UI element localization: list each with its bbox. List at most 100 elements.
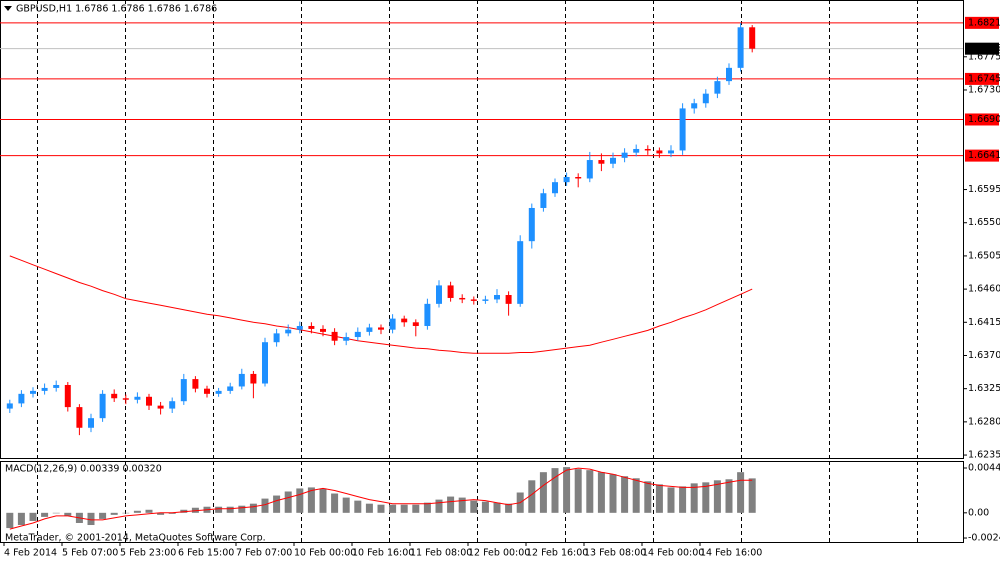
macd-bar	[389, 504, 397, 513]
main-panel-frame	[0, 0, 964, 459]
candle-body	[575, 177, 582, 179]
candle-body	[598, 160, 605, 164]
macd-bar	[586, 470, 594, 513]
candle-body	[424, 303, 431, 326]
macd-bar	[713, 480, 721, 513]
candle-body	[749, 27, 756, 49]
macd-bar	[690, 483, 698, 513]
macd-bar	[52, 512, 60, 514]
macd-bar	[597, 472, 605, 513]
candle-body	[737, 27, 744, 68]
x-tick-label: 11 Feb 08:00	[410, 548, 472, 559]
candle-body	[412, 322, 419, 326]
current-price-label: 1.6786	[968, 43, 1000, 54]
macd-bar	[423, 502, 431, 513]
candle-body	[633, 148, 640, 153]
macd-bar	[122, 512, 130, 514]
macd-bar	[168, 512, 176, 514]
price-level-tag	[965, 113, 999, 126]
candle-body	[702, 93, 709, 104]
candle-body	[726, 67, 732, 82]
candle-body	[308, 325, 315, 329]
candle-body	[389, 318, 396, 330]
candle-body	[401, 318, 408, 323]
macd-bar	[331, 493, 339, 513]
signal-line	[9, 467, 753, 530]
candle-body	[621, 152, 628, 158]
macd-bar	[319, 488, 327, 513]
macd-bar	[447, 496, 455, 513]
macd-panel-frame	[0, 461, 964, 543]
macd-bar	[539, 472, 547, 513]
x-tick-label: 5 Feb 23:00	[120, 548, 176, 559]
candle-body	[552, 182, 558, 194]
price-level-label: 1.6641	[968, 150, 1000, 161]
candle-body	[296, 325, 303, 330]
candle-body	[180, 379, 187, 402]
candle-body	[122, 398, 129, 400]
symbol-menu-icon[interactable]	[4, 6, 12, 11]
candle-body	[459, 297, 466, 300]
candle-body	[528, 207, 535, 242]
y-tick-label: 1.6370	[968, 350, 1000, 361]
macd-bar	[226, 506, 234, 513]
macd-bar	[470, 500, 478, 513]
macd-bar	[412, 504, 420, 513]
chart-title: GBPUSD,H1 1.6786 1.6786 1.6786 1.6786	[16, 4, 217, 15]
candle-body	[586, 160, 593, 179]
candle-body	[354, 331, 361, 338]
macd-bar	[481, 501, 489, 513]
y-tick-label: 1.6505	[968, 250, 1000, 261]
x-tick-label: 5 Feb 07:00	[62, 548, 118, 559]
candle-body	[273, 333, 280, 343]
macd-bar	[621, 476, 629, 513]
candle-body	[540, 193, 547, 208]
candle-body	[447, 285, 454, 298]
current-price-tag	[965, 42, 999, 55]
candle-body	[378, 327, 384, 330]
x-tick-label: 4 Feb 2014	[4, 548, 57, 559]
candle-body	[563, 177, 570, 183]
macd-bar	[725, 479, 733, 513]
macd-bar	[273, 495, 281, 513]
x-tick-label: 10 Feb 16:00	[352, 548, 414, 559]
candle-body	[668, 150, 674, 154]
macd-bar	[342, 497, 350, 513]
macd-bar	[99, 512, 107, 519]
x-tick-label: 14 Feb 00:00	[642, 548, 704, 559]
candle-body	[644, 148, 651, 151]
candle-body	[436, 285, 442, 304]
y-tick-label: 0.00	[968, 507, 989, 518]
y-tick-label: 1.6775	[968, 51, 1000, 62]
y-tick-label: 1.6415	[968, 317, 1000, 328]
macd-bar	[505, 503, 513, 513]
macd-bar	[377, 504, 385, 513]
y-tick-label: 1.6460	[968, 284, 1000, 295]
macd-bar	[493, 502, 501, 513]
price-level-label: 1.6821	[968, 17, 1000, 28]
macd-bar	[563, 467, 571, 513]
candle-body	[482, 299, 489, 301]
price-level-label: 1.6745	[968, 73, 1000, 84]
candle-body	[99, 393, 106, 419]
candle-body	[30, 390, 36, 394]
macd-bar	[632, 478, 640, 513]
candle-body	[146, 396, 152, 406]
candle-body	[192, 379, 199, 389]
macd-bar	[458, 497, 466, 513]
x-tick-label: 6 Feb 15:00	[178, 548, 234, 559]
candle-body	[41, 387, 48, 391]
candle-body	[505, 295, 512, 304]
price-level-tag	[965, 149, 999, 162]
price-level-label: 1.6690	[968, 114, 1000, 125]
y-tick-label: 0.00441	[968, 463, 1000, 474]
macd-bar	[644, 481, 652, 513]
y-tick-label: 1.6325	[968, 383, 1000, 394]
candle-body	[366, 327, 373, 332]
macd-bar	[354, 500, 362, 513]
y-tick-label: 1.6235	[968, 450, 1000, 461]
candle-body	[262, 342, 268, 384]
candle-body	[517, 241, 524, 304]
y-tick-label: 1.6595	[968, 184, 1000, 195]
